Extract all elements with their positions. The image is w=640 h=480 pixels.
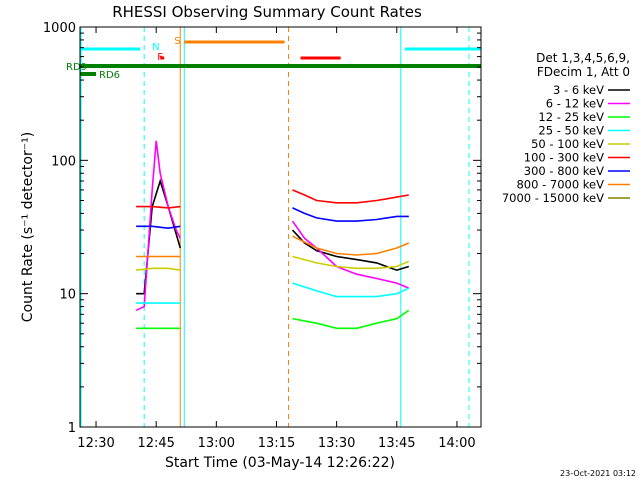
x-tick-label-4: 13:30 [318,436,355,451]
x-tick-label-2: 13:00 [198,436,235,451]
series-7-segment-1 [292,235,410,256]
series-1-segment-1 [291,220,410,289]
legend-title-line-0: Det 1,3,4,5,6,9, [536,51,630,65]
legend: Det 1,3,4,5,6,9,FDecim 1, Att 0 3 - 6 keV… [502,51,630,205]
x-tick-label-0: 12:30 [77,436,114,451]
y-tick-label-0: 1 [68,421,76,436]
saa-flag-label: S [174,36,180,47]
series-3-segment-1 [292,282,410,298]
flare-flag-label: F [157,52,163,63]
series-6-segment-1 [292,207,409,222]
data-layer: NFS RD9 RD6 [66,27,481,427]
x-tick-label-3: 13:15 [258,436,295,451]
series-0-segment-0 [136,178,182,295]
axes-layer: 12:30 12:45 13:00 13:15 13:30 13:45 14:00 1 10 10… [43,21,481,451]
x-tick-label-5: 13:45 [378,436,415,451]
plot-frame [79,26,482,428]
series-4-segment-1 [292,255,410,270]
legend-label-6: 300 - 800 keV [524,164,604,178]
series-6-segment-0 [136,225,181,230]
rd6-flag-label: RD6 [99,70,120,81]
x-tick-label-6: 14:00 [438,436,475,451]
legend-label-2: 12 - 25 keV [538,110,604,124]
series-5-segment-1 [292,189,409,204]
series-1-segment-0 [135,140,182,312]
y-axis-label: Count Rate (s⁻¹ detector⁻¹) [20,132,36,322]
series-5-segment-0 [136,205,181,209]
series-0-segment-1 [291,229,410,272]
night-flag-label: N [152,42,159,53]
render-timestamp: 23-Oct-2021 03:12 [560,469,636,478]
legend-title-line-1: FDecim 1, Att 0 [537,65,630,79]
legend-label-5: 100 - 300 keV [524,151,604,165]
x-axis-label: Start Time (03-May-14 12:26:22) [165,455,395,471]
y-tick-label-3: 1000 [43,21,76,36]
legend-label-0: 3 - 6 keV [553,83,604,97]
series-4-segment-0 [136,267,181,271]
legend-label-7: 800 - 7000 keV [516,178,604,192]
rd9-flag-label: RD9 [66,62,87,73]
series-2-segment-1 [292,309,410,330]
legend-label-4: 50 - 100 keV [531,137,604,151]
legend-label-1: 6 - 12 keV [546,97,604,111]
legend-label-8: 7000 - 15000 keV [502,191,604,205]
y-tick-label-2: 100 [51,154,76,169]
y-tick-label-1: 10 [59,288,76,303]
chart-title: RHESSI Observing Summary Count Rates [112,3,422,21]
x-tick-label-1: 12:45 [137,436,174,451]
legend-label-3: 25 - 50 keV [538,124,604,138]
